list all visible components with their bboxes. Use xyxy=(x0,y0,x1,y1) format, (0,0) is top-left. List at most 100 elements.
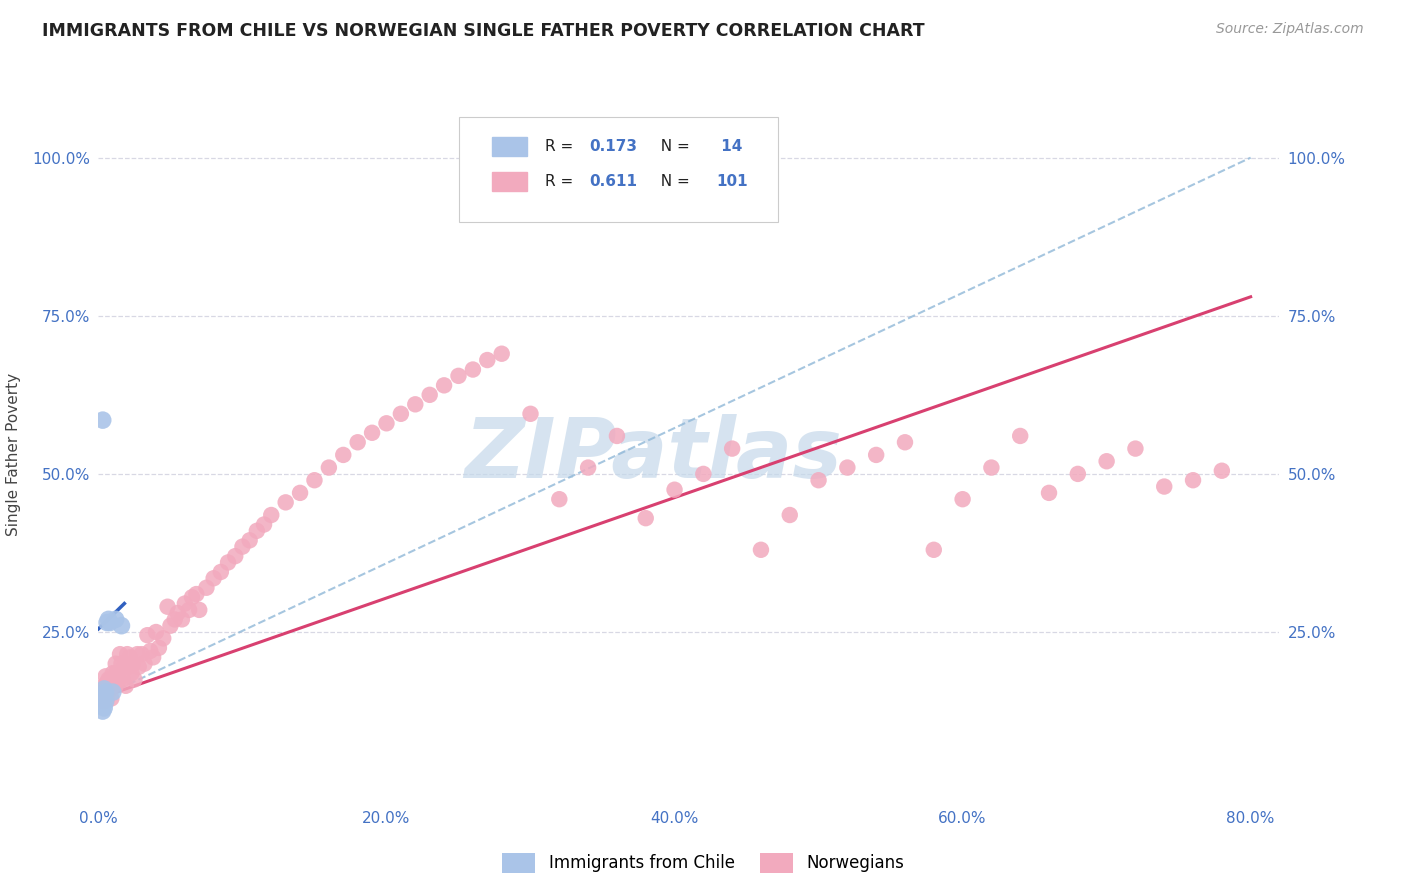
FancyBboxPatch shape xyxy=(492,137,527,156)
Point xyxy=(749,542,772,557)
Point xyxy=(131,647,153,661)
Point xyxy=(93,695,115,709)
Point xyxy=(104,657,127,671)
Point xyxy=(274,495,297,509)
Text: Source: ZipAtlas.com: Source: ZipAtlas.com xyxy=(1216,22,1364,37)
Point xyxy=(94,685,117,699)
Point xyxy=(94,695,117,709)
Point xyxy=(148,640,170,655)
Point xyxy=(246,524,269,538)
Point xyxy=(128,660,150,674)
Point xyxy=(304,473,326,487)
Point xyxy=(375,417,398,431)
Text: 0.611: 0.611 xyxy=(589,174,638,188)
Point xyxy=(865,448,887,462)
Text: 0.173: 0.173 xyxy=(589,139,638,153)
Point xyxy=(112,660,135,674)
Point xyxy=(107,673,129,687)
Point xyxy=(103,673,125,687)
Point xyxy=(104,679,127,693)
Y-axis label: Single Father Poverty: Single Father Poverty xyxy=(6,374,21,536)
Point xyxy=(1211,464,1233,478)
Point xyxy=(1153,479,1175,493)
Point xyxy=(952,492,974,507)
Point xyxy=(94,685,117,699)
Point xyxy=(260,508,283,522)
Point xyxy=(894,435,917,450)
Text: 14: 14 xyxy=(716,139,742,153)
Point xyxy=(111,673,134,687)
Point xyxy=(96,615,118,630)
Point xyxy=(124,673,146,687)
Point xyxy=(93,681,115,696)
Point xyxy=(217,556,239,570)
Point xyxy=(461,362,484,376)
Point xyxy=(433,378,456,392)
Point xyxy=(98,681,121,696)
FancyBboxPatch shape xyxy=(492,172,527,191)
Point xyxy=(361,425,384,440)
Point xyxy=(477,353,499,368)
Point xyxy=(922,542,945,557)
Point xyxy=(188,603,211,617)
Point xyxy=(101,666,124,681)
Point xyxy=(209,565,232,579)
Point xyxy=(389,407,412,421)
Point xyxy=(202,571,225,585)
Text: ZIPatlas: ZIPatlas xyxy=(464,415,842,495)
Point xyxy=(404,397,426,411)
Point xyxy=(136,628,159,642)
Point xyxy=(98,615,121,630)
Point xyxy=(96,675,118,690)
Point xyxy=(122,657,145,671)
Point xyxy=(173,597,195,611)
Point xyxy=(491,347,513,361)
Point xyxy=(100,673,122,687)
Point xyxy=(419,388,441,402)
Point xyxy=(1125,442,1147,456)
Legend: Immigrants from Chile, Norwegians: Immigrants from Chile, Norwegians xyxy=(495,847,911,880)
Point xyxy=(721,442,744,456)
Point xyxy=(548,492,571,507)
Point xyxy=(288,486,311,500)
Point xyxy=(318,460,340,475)
Text: R =: R = xyxy=(546,174,578,188)
Point xyxy=(1095,454,1118,468)
Point xyxy=(346,435,368,450)
Point xyxy=(163,612,186,626)
Point xyxy=(108,647,131,661)
Point xyxy=(332,448,354,462)
Point xyxy=(980,460,1002,475)
Point xyxy=(664,483,686,497)
Point xyxy=(807,473,830,487)
Point xyxy=(105,666,128,681)
Point xyxy=(93,679,115,693)
Point xyxy=(156,599,179,614)
Point xyxy=(139,644,162,658)
Point xyxy=(93,691,115,706)
Point xyxy=(110,618,132,632)
Point xyxy=(145,625,167,640)
Point xyxy=(179,603,201,617)
Point xyxy=(121,666,143,681)
Point xyxy=(186,587,208,601)
Point xyxy=(152,632,174,646)
Point xyxy=(239,533,262,548)
FancyBboxPatch shape xyxy=(458,118,778,222)
Point xyxy=(120,650,142,665)
Point xyxy=(692,467,714,481)
Point xyxy=(91,685,114,699)
Point xyxy=(100,691,122,706)
Text: IMMIGRANTS FROM CHILE VS NORWEGIAN SINGLE FATHER POVERTY CORRELATION CHART: IMMIGRANTS FROM CHILE VS NORWEGIAN SINGL… xyxy=(42,22,925,40)
Text: N =: N = xyxy=(651,139,695,153)
Point xyxy=(1038,486,1060,500)
Point xyxy=(110,657,132,671)
Point xyxy=(101,685,124,699)
Point xyxy=(606,429,628,443)
Point xyxy=(1182,473,1205,487)
Point xyxy=(634,511,657,525)
Point xyxy=(253,517,276,532)
Point xyxy=(779,508,801,522)
Point xyxy=(104,612,127,626)
Point xyxy=(96,691,118,706)
